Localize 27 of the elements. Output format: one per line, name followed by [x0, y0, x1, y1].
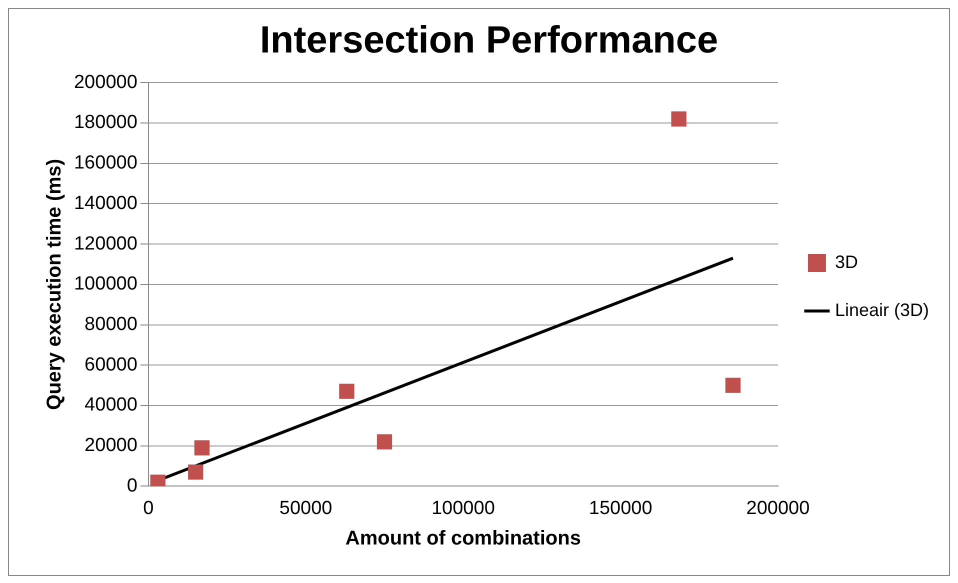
x-tick-label: 50000 [279, 498, 332, 519]
y-tick-label: 180000 [74, 112, 138, 134]
point [194, 440, 210, 456]
y-tick-label: 20000 [84, 435, 138, 456]
x-tick-label: 100000 [431, 498, 495, 519]
legend-label: 3D [834, 252, 858, 272]
y-tick-label: 40000 [84, 394, 138, 416]
x-tick-label: 0 [143, 498, 154, 519]
point [725, 378, 741, 393]
y-axis-title: Query execution time (ms) [44, 158, 66, 410]
x-tick-label: 150000 [588, 498, 652, 519]
y-tick-label: 60000 [84, 354, 138, 376]
y-tick-label: 100000 [74, 274, 138, 295]
y-tick-label: 120000 [74, 233, 138, 254]
y-tick-label: 80000 [84, 314, 138, 335]
x-tick-label: 200000 [746, 498, 810, 519]
point [671, 111, 686, 126]
point [376, 434, 392, 450]
point [339, 384, 354, 399]
chart-title: Intersection Performance [260, 19, 718, 62]
y-tick-label: 200000 [74, 72, 138, 93]
x-axis-title: Amount of combinations [345, 528, 581, 550]
y-tick-label: 140000 [74, 192, 138, 214]
legend-label: Lineair (3D) [834, 300, 930, 320]
y-tick-label: 0 [126, 475, 138, 496]
y-tick-label: 160000 [74, 152, 138, 174]
point [188, 464, 204, 480]
